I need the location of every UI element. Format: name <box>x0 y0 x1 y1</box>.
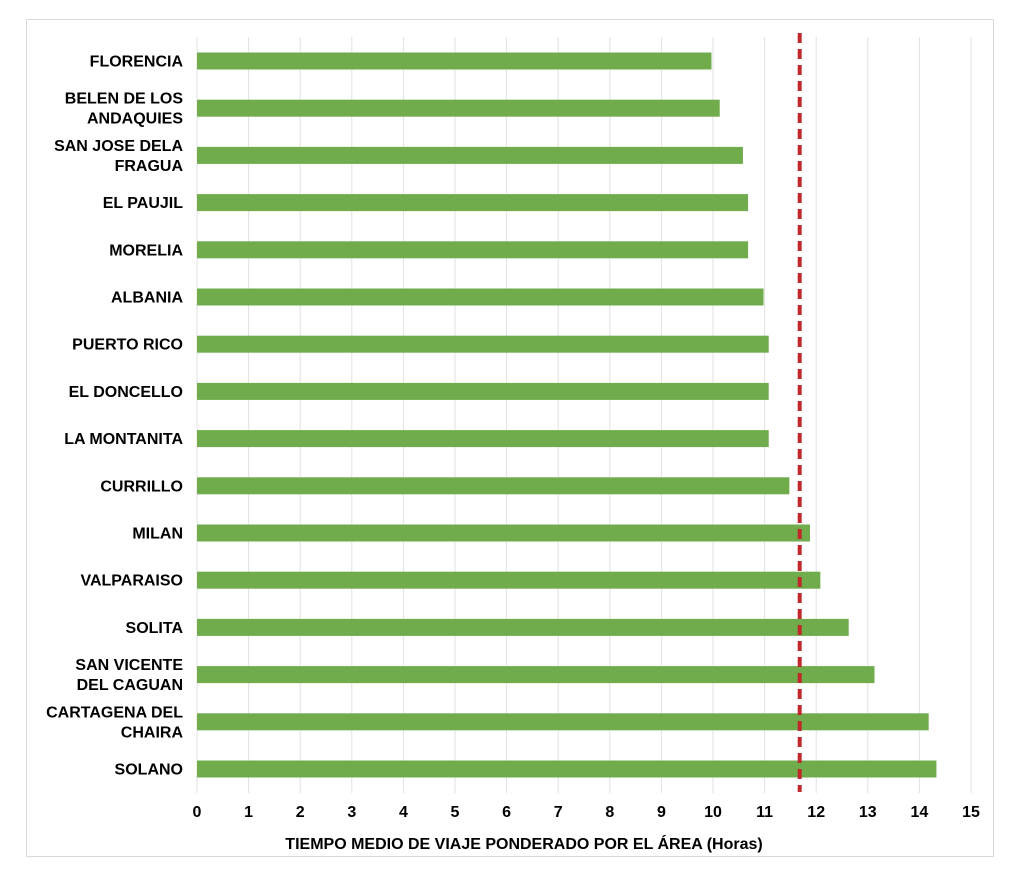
category-label: SOLITA <box>126 620 184 637</box>
category-label-line: SOLANO <box>115 762 183 779</box>
category-label-line: CARTAGENA DEL <box>46 704 183 721</box>
x-tick-label: 9 <box>657 804 666 821</box>
x-tick-label: 13 <box>859 804 877 821</box>
bar <box>197 99 720 117</box>
category-label-line: EL DONCELLO <box>69 384 183 401</box>
category-labels: FLORENCIA BELEN DE LOS ANDAQUIES SAN JOSE D… <box>46 54 183 779</box>
category-label: LA MONTANITA <box>64 431 183 448</box>
x-tick-label: 12 <box>807 804 825 821</box>
category-label: EL DONCELLO <box>69 384 183 401</box>
category-label: CARTAGENA DEL CHAIRA <box>46 704 183 741</box>
category-label: SAN JOSE DELA FRAGUA <box>54 138 183 175</box>
bar <box>197 52 712 70</box>
category-label-line: ALBANIA <box>111 290 183 307</box>
category-label-line: MORELIA <box>109 242 183 259</box>
category-label: EL PAUJIL <box>103 195 184 212</box>
bar <box>197 241 749 259</box>
bar <box>197 713 929 731</box>
x-axis-title: TIEMPO MEDIO DE VIAJE PONDERADO POR EL Á… <box>285 834 762 853</box>
bar <box>197 477 790 495</box>
bar <box>197 571 821 589</box>
x-tick-label: 7 <box>554 804 563 821</box>
category-label: SOLANO <box>115 762 183 779</box>
bar <box>197 666 875 684</box>
x-tick-label: 11 <box>756 804 773 821</box>
x-tick-label: 6 <box>502 804 511 821</box>
bars <box>197 52 937 778</box>
bar <box>197 335 769 353</box>
x-tick-label: 0 <box>193 804 202 821</box>
category-label-line: MILAN <box>132 526 183 543</box>
category-label: PUERTO RICO <box>72 337 183 354</box>
x-tick-label: 8 <box>605 804 614 821</box>
category-label: BELEN DE LOS ANDAQUIES <box>65 91 184 128</box>
category-label-line: FRAGUA <box>115 158 184 175</box>
category-label-line: EL PAUJIL <box>103 195 184 212</box>
category-label-line: FLORENCIA <box>90 54 184 71</box>
bar <box>197 382 769 400</box>
category-label-line: VALPARAISO <box>80 573 183 590</box>
bar <box>197 146 743 164</box>
category-label-line: ANDAQUIES <box>87 111 183 128</box>
bar <box>197 430 769 448</box>
x-tick-label: 2 <box>296 804 305 821</box>
category-label-line: DEL CAGUAN <box>77 677 183 694</box>
category-label: FLORENCIA <box>90 54 184 71</box>
category-label: MORELIA <box>109 242 183 259</box>
category-label-line: SAN JOSE DELA <box>54 138 183 155</box>
x-tick-label: 1 <box>244 804 253 821</box>
bar <box>197 618 849 636</box>
x-tick-label: 10 <box>704 804 722 821</box>
bar <box>197 760 937 778</box>
x-tick-label: 3 <box>347 804 356 821</box>
category-label: VALPARAISO <box>80 573 183 590</box>
bar <box>197 524 811 542</box>
category-label: MILAN <box>132 526 183 543</box>
category-label: SAN VICENTE DEL CAGUAN <box>75 657 183 694</box>
category-label-line: BELEN DE LOS <box>65 91 184 108</box>
category-label: ALBANIA <box>111 290 183 307</box>
category-label-line: CURRILLO <box>100 478 183 495</box>
x-tick-label: 4 <box>399 804 408 821</box>
x-tick-labels: 0 1 2 3 4 5 6 7 8 9 10 11 12 13 14 15 <box>193 804 980 821</box>
category-label-line: CHAIRA <box>121 724 184 741</box>
x-tick-label: 5 <box>451 804 460 821</box>
bar <box>197 288 764 306</box>
x-tick-label: 14 <box>911 804 929 821</box>
bar <box>197 194 749 212</box>
category-label-line: SOLITA <box>126 620 184 637</box>
category-label: CURRILLO <box>100 478 183 495</box>
chart-frame <box>26 19 994 857</box>
category-label-line: SAN VICENTE <box>75 657 183 674</box>
category-label-line: PUERTO RICO <box>72 337 183 354</box>
category-label-line: LA MONTANITA <box>64 431 183 448</box>
x-tick-label: 15 <box>962 804 980 821</box>
